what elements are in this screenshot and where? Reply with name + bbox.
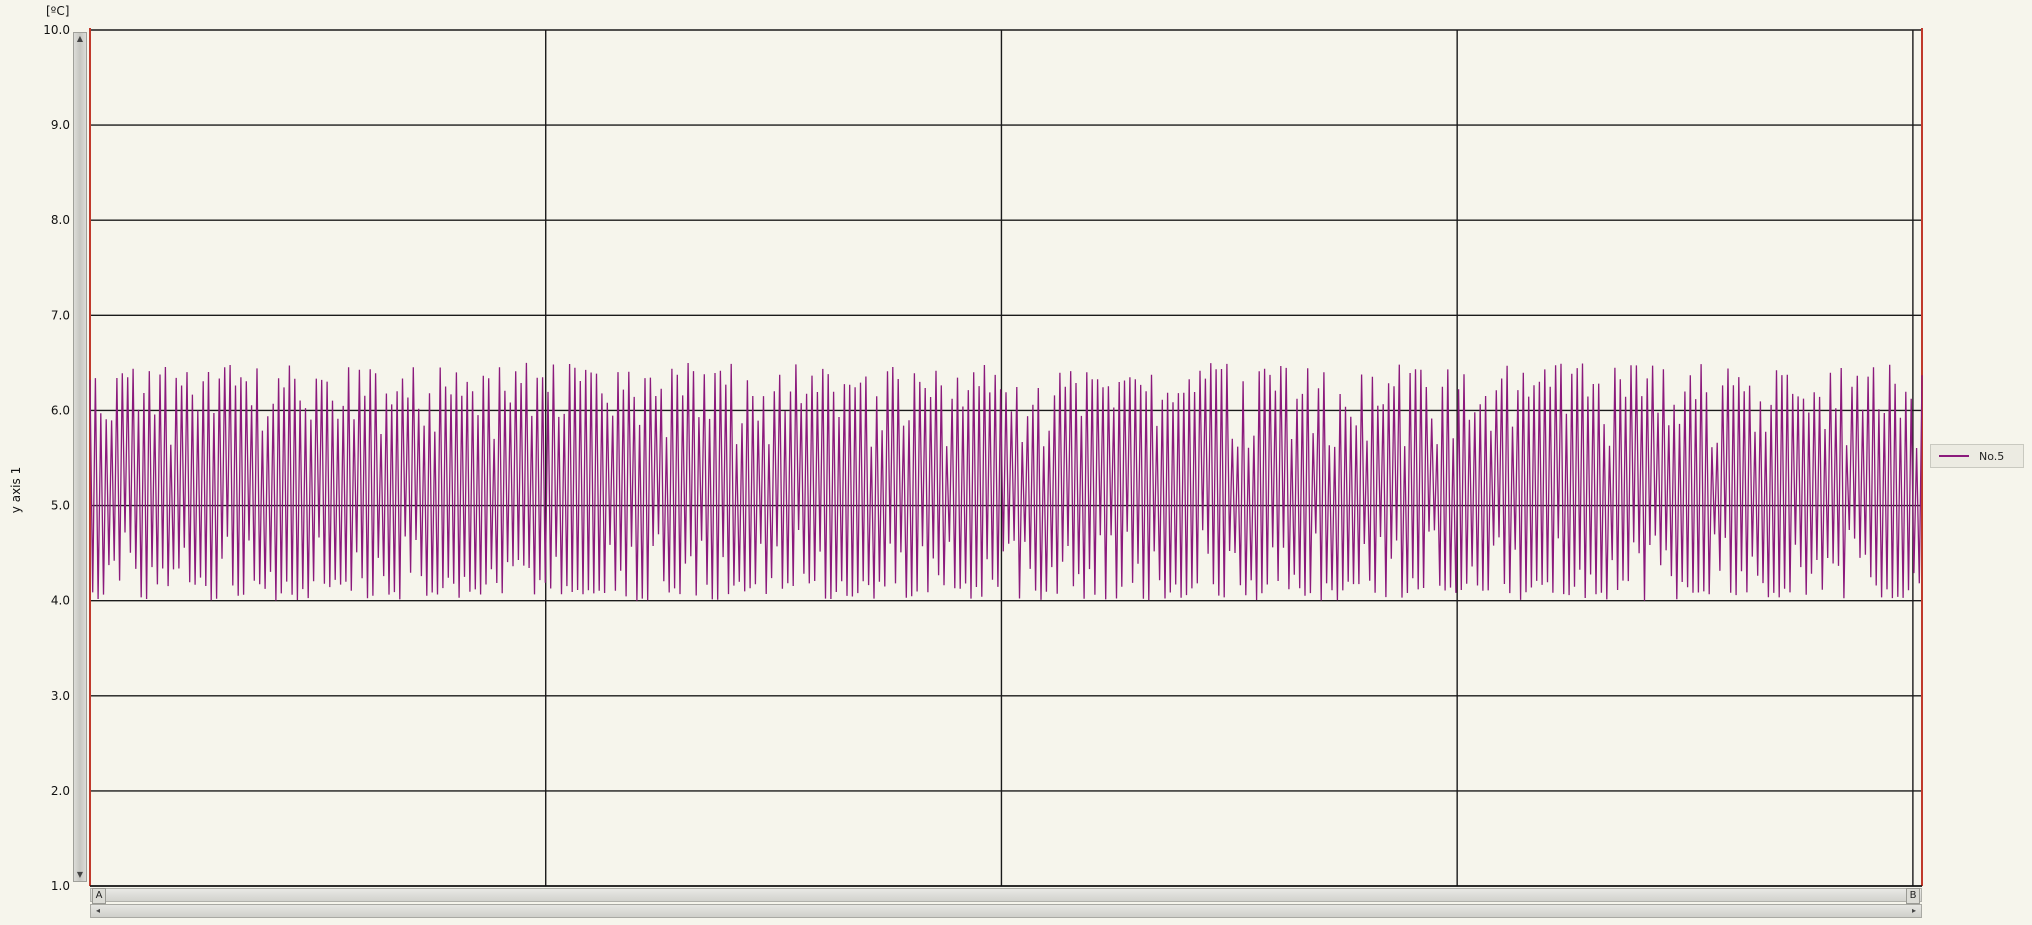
y-tick-label: 5.0	[51, 499, 70, 513]
series-line-no5	[89, 362, 1923, 601]
cursor-a-marker[interactable]: A	[92, 888, 106, 904]
scroll-up-icon[interactable]: ▲	[76, 34, 84, 43]
legend-series-name: No.5	[1979, 449, 2005, 463]
legend[interactable]: No.5	[1930, 444, 2024, 468]
cursor-track	[90, 888, 1922, 902]
y-unit-label: [ºC]	[46, 4, 69, 18]
y-tick-label: 2.0	[51, 784, 70, 798]
scroll-down-icon[interactable]: ▼	[76, 870, 84, 879]
y-tick-label: 10.0	[43, 23, 70, 37]
y-tick-label: 4.0	[51, 594, 70, 608]
y-tick-label: 3.0	[51, 689, 70, 703]
y-tick-label: 7.0	[51, 308, 70, 322]
grid	[89, 28, 1923, 887]
scroll-right-icon[interactable]: ▸	[1911, 906, 1916, 915]
cursor-b-marker[interactable]: B	[1906, 888, 1920, 904]
y-axis-label: y axis 1	[9, 467, 23, 513]
vertical-scrollbar[interactable]: ▲ ▼	[73, 32, 87, 882]
scroll-left-icon[interactable]: ◂	[95, 906, 100, 915]
legend-swatch	[1939, 455, 1969, 457]
y-tick-labels: 10.0 9.0 8.0 7.0 6.0 5.0 4.0 3.0 2.0 1.0	[43, 23, 70, 893]
series-no5	[89, 362, 1923, 601]
y-tick-label: 8.0	[51, 213, 70, 227]
horizontal-scrollbar[interactable]: ◂ ▸	[90, 904, 1922, 918]
y-tick-label: 1.0	[51, 879, 70, 893]
y-tick-label: 9.0	[51, 118, 70, 132]
y-tick-label: 6.0	[51, 403, 70, 417]
